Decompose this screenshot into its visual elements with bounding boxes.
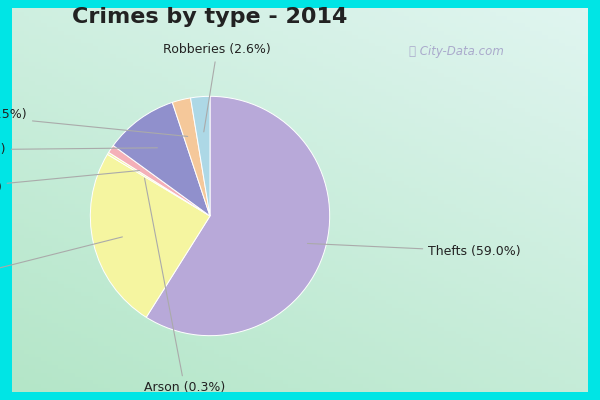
Text: Assaults (9.9%): Assaults (9.9%) bbox=[0, 143, 157, 156]
Wedge shape bbox=[107, 152, 210, 216]
Wedge shape bbox=[109, 146, 210, 216]
Wedge shape bbox=[91, 154, 210, 317]
Wedge shape bbox=[113, 102, 210, 216]
Wedge shape bbox=[191, 96, 210, 216]
Text: Thefts (59.0%): Thefts (59.0%) bbox=[307, 244, 521, 258]
Text: Burglaries (24.7%): Burglaries (24.7%) bbox=[0, 237, 122, 293]
Text: Rapes (1.1%): Rapes (1.1%) bbox=[0, 170, 140, 194]
Title: Crimes by type - 2014: Crimes by type - 2014 bbox=[73, 7, 347, 27]
Wedge shape bbox=[146, 96, 329, 336]
Text: Robberies (2.6%): Robberies (2.6%) bbox=[163, 43, 271, 132]
Text: Auto thefts (2.5%): Auto thefts (2.5%) bbox=[0, 108, 188, 136]
Text: ⓘ City-Data.com: ⓘ City-Data.com bbox=[409, 46, 503, 58]
Text: Arson (0.3%): Arson (0.3%) bbox=[144, 178, 225, 394]
Wedge shape bbox=[172, 98, 210, 216]
